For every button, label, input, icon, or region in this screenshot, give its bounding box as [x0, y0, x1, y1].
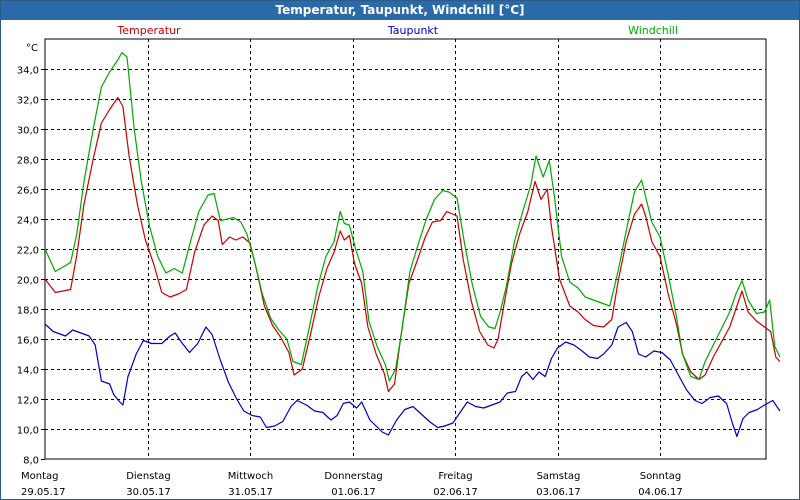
- x-date-label: 31.05.17: [228, 487, 273, 498]
- y-tick-label: 32,0: [17, 96, 39, 107]
- series-line-temperatur: [44, 96, 781, 393]
- legend: Temperatur Taupunkt Windchill: [116, 24, 678, 37]
- y-tick-label: 30,0: [17, 126, 39, 137]
- y-tick-label: 22,0: [17, 246, 39, 257]
- legend-entry-windchill: Windchill: [628, 24, 678, 37]
- y-tick-label: 10,0: [17, 426, 39, 437]
- series-line-windchill: [44, 51, 781, 382]
- y-tick-label: 24,0: [17, 216, 39, 227]
- y-tick-label: 8,0: [23, 456, 39, 467]
- x-day-label: Freitag: [438, 471, 472, 482]
- x-axis: Montag 29.05.17 Dienstag 30.05.17 Mittwoch 31…: [21, 471, 683, 498]
- series-lines: [44, 51, 781, 438]
- x-date-label: 01.06.17: [331, 487, 376, 498]
- x-day-label: Montag: [21, 471, 58, 482]
- y-tick-label: 34,0: [17, 66, 39, 77]
- x-day-label: Samstag: [537, 471, 581, 482]
- y-tick-label: 18,0: [17, 306, 39, 317]
- x-date-label: 02.06.17: [433, 487, 478, 498]
- y-tick-label: 28,0: [17, 156, 39, 167]
- x-date-label: 30.05.17: [126, 487, 171, 498]
- x-day-label: Mittwoch: [228, 471, 273, 482]
- y-axis-unit: °C: [26, 43, 38, 54]
- x-date-label: 03.06.17: [536, 487, 581, 498]
- y-tick-label: 20,0: [17, 276, 39, 287]
- legend-entry-taupunkt: Taupunkt: [387, 24, 439, 37]
- y-axis: 8,0 10,0 12,0 14,0 16,0 18,0 20,0 22,0 24,0 26,0 2…: [17, 43, 45, 467]
- x-day-label: Sonntag: [640, 471, 682, 482]
- y-tick-label: 16,0: [17, 336, 39, 347]
- x-day-label: Donnerstag: [324, 471, 382, 482]
- y-tick-label: 14,0: [17, 366, 39, 377]
- x-date-label: 29.05.17: [21, 487, 66, 498]
- legend-entry-temperatur: Temperatur: [116, 24, 181, 37]
- chart-title: Temperatur, Taupunkt, Windchill [°C]: [1, 1, 799, 20]
- y-tick-label: 12,0: [17, 396, 39, 407]
- y-tick-label: 26,0: [17, 186, 39, 197]
- series-line-taupunkt: [44, 321, 781, 438]
- grid-lines: [45, 39, 766, 459]
- x-day-label: Dienstag: [126, 471, 171, 482]
- x-date-label: 04.06.17: [638, 487, 683, 498]
